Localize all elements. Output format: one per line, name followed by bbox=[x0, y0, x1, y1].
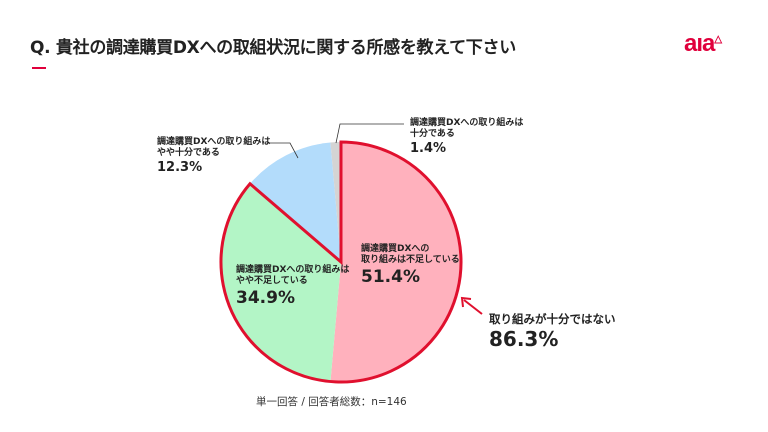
pie-slice-0 bbox=[330, 142, 461, 382]
label-line: 取り組みは不足している bbox=[361, 255, 460, 265]
highlight-value: 86.3% bbox=[489, 327, 559, 351]
page-title: Q. 貴社の調達購買DXへの取組状況に関する所感を教えて下さい bbox=[30, 38, 516, 58]
label-line: 調達購買DXへの取り組みは bbox=[410, 118, 524, 128]
brand-logo: aıa△ bbox=[684, 30, 722, 57]
slice-label-2: 調達購買DXへの取り組みは やや十分である 12.3% bbox=[157, 137, 270, 176]
slice-label-1: 調達購買DXへの取り組みは やや不足している 34.9% bbox=[236, 265, 349, 309]
label-line: やや十分である bbox=[157, 148, 220, 158]
data-label: 51.4% bbox=[361, 267, 420, 287]
label-line: 調達購買DXへの取り組みは bbox=[236, 265, 350, 275]
label-line: 調達購買DXへの取り組みは bbox=[157, 137, 271, 147]
slice-label-0: 調達購買DXへの 取り組みは不足している 51.4% bbox=[361, 244, 460, 288]
pie-slice-1 bbox=[220, 183, 341, 382]
highlight-outline bbox=[219, 140, 463, 384]
label-line: 十分である bbox=[410, 129, 455, 139]
data-label: 1.4% bbox=[410, 141, 447, 156]
highlight-label: 取り組みが十分ではない bbox=[489, 312, 616, 326]
highlight-arrow bbox=[460, 296, 483, 315]
label-line: やや不足している bbox=[236, 276, 308, 286]
data-label: 34.9% bbox=[236, 288, 295, 308]
data-label: 12.3% bbox=[157, 160, 203, 175]
leader-line-12-3 bbox=[268, 142, 299, 159]
label-line: 調達購買DXへの bbox=[361, 244, 430, 254]
title-accent-line bbox=[32, 67, 46, 69]
leader-line-1-4 bbox=[335, 123, 404, 144]
slice-label-3: 調達購買DXへの取り組みは 十分である 1.4% bbox=[410, 118, 523, 157]
pie-slice-3 bbox=[330, 142, 341, 262]
pie-slice-2 bbox=[249, 142, 341, 262]
sample-note: 単一回答 / 回答者総数：n=146 bbox=[256, 396, 407, 408]
